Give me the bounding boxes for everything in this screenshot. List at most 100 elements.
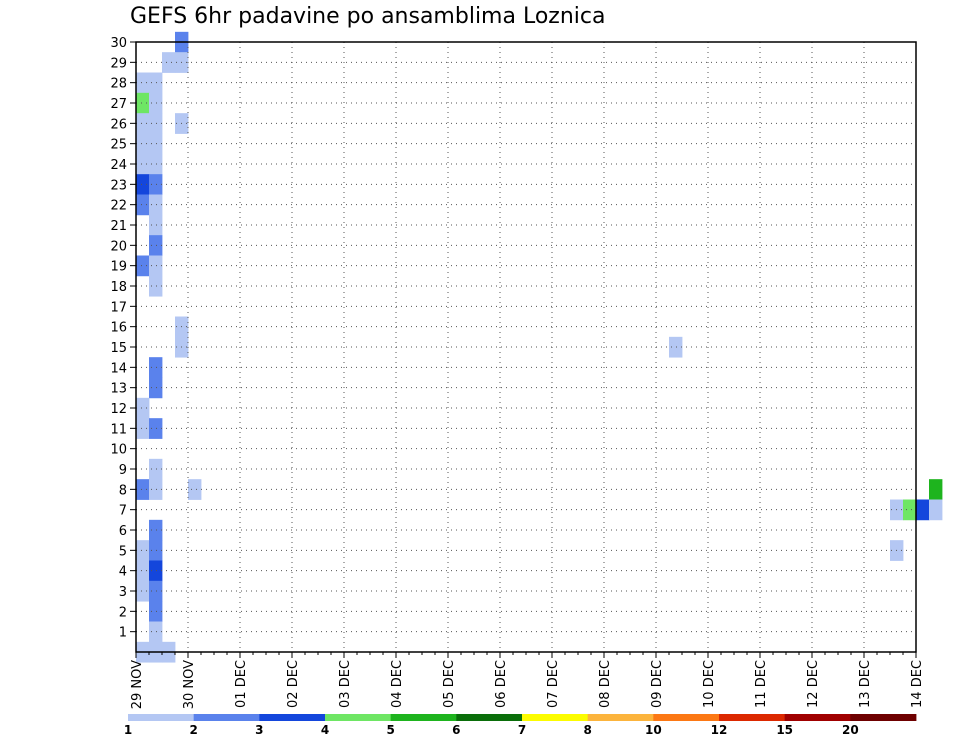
colorbar-swatch — [193, 714, 260, 721]
y-tick-label: 8 — [119, 483, 127, 498]
heatmap-cell — [136, 113, 150, 134]
y-tick-label: 10 — [110, 443, 127, 458]
heatmap-cell — [149, 601, 163, 622]
colorbar-label: 6 — [452, 723, 460, 737]
x-tick-label: 12 DEC — [806, 660, 821, 708]
x-tick-label: 06 DEC — [494, 660, 509, 708]
heatmap-cell — [149, 214, 163, 236]
colorbar-label: 10 — [645, 723, 662, 737]
x-tick-label: 14 DEC — [910, 660, 925, 708]
heatmap-cell — [149, 560, 163, 582]
heatmap-cell — [149, 357, 163, 378]
colorbar-label: 2 — [189, 723, 197, 737]
y-tick-label: 20 — [110, 239, 127, 254]
heatmap-cell — [149, 174, 163, 195]
colorbar-swatch — [128, 714, 195, 721]
heatmap-cell — [136, 174, 150, 195]
colorbar-swatch — [390, 714, 457, 721]
heatmap-cell — [149, 458, 163, 480]
y-tick-label: 11 — [110, 422, 127, 437]
heatmap-cell — [136, 133, 150, 155]
colorbar-label: 5 — [386, 723, 394, 737]
x-tick-label: 05 DEC — [442, 660, 457, 708]
y-tick-label: 21 — [110, 219, 127, 234]
x-tick-label: 04 DEC — [390, 660, 405, 708]
colorbar-legend: 1 2 3 4 5 6 7 8 10 12 15 20 — [124, 714, 917, 737]
colorbar-label: 4 — [321, 723, 329, 737]
y-tick-label: 1 — [119, 626, 127, 641]
heatmap-cell — [149, 540, 163, 561]
heatmap-cell — [929, 499, 943, 521]
heatmap-cell — [136, 255, 150, 277]
y-tick-label: 27 — [110, 97, 127, 112]
y-tick-label: 26 — [110, 117, 127, 132]
x-tick-label: 30 NOV — [182, 660, 197, 709]
y-tick-label: 7 — [119, 504, 127, 519]
heatmap-cell — [149, 113, 163, 134]
heatmap-cell — [669, 336, 683, 358]
colorbar-label: 3 — [255, 723, 263, 737]
y-tick-label: 9 — [119, 463, 127, 478]
colorbar-swatch — [259, 714, 326, 721]
x-tick-label: 03 DEC — [338, 660, 353, 708]
x-axis: 29 NOV 30 NOV 01 DEC 02 DEC 03 DEC 04 DEC 05 D… — [130, 652, 925, 709]
heatmap-cell — [929, 479, 943, 500]
heatmap-cell — [149, 235, 163, 256]
heatmap-cell — [136, 479, 150, 500]
colorbar-swatch — [850, 714, 917, 721]
colorbar-label: 1 — [124, 723, 132, 737]
y-tick-label: 29 — [110, 56, 127, 71]
x-tick-label: 02 DEC — [286, 660, 301, 708]
heatmap-cell — [136, 580, 150, 602]
y-tick-label: 4 — [119, 565, 127, 580]
y-tick-label: 15 — [110, 341, 127, 356]
y-tick-label: 12 — [110, 402, 127, 417]
y-tick-label: 28 — [110, 77, 127, 92]
heatmap-cell — [149, 194, 163, 216]
x-tick-label: 07 DEC — [546, 660, 561, 708]
heatmap-cell — [149, 580, 163, 602]
y-axis: 1234567891011121314151617181920212223242… — [110, 36, 136, 641]
colorbar-label: 20 — [842, 723, 859, 737]
x-tick-label: 10 DEC — [702, 660, 717, 708]
y-tick-label: 17 — [110, 300, 127, 315]
y-tick-label: 18 — [110, 280, 127, 295]
y-tick-label: 22 — [110, 199, 127, 214]
colorbar-swatch — [456, 714, 523, 721]
heatmap-cell — [136, 540, 150, 561]
x-tick-label: 08 DEC — [598, 660, 613, 708]
heatmap-cell — [136, 418, 150, 439]
x-tick-label: 29 NOV — [130, 660, 145, 709]
y-tick-label: 23 — [110, 178, 127, 193]
y-tick-label: 5 — [119, 544, 127, 559]
heatmap-cell — [188, 479, 202, 500]
heatmap-cell — [149, 72, 163, 94]
heatmap-cell — [136, 194, 150, 216]
heatmap-cell — [136, 560, 150, 582]
heatmap-cell — [149, 275, 163, 297]
colorbar-label: 12 — [711, 723, 728, 737]
x-tick-label: 09 DEC — [650, 660, 665, 708]
y-tick-label: 3 — [119, 585, 127, 600]
grid-lines — [136, 41, 916, 652]
y-tick-label: 30 — [110, 36, 127, 51]
y-tick-label: 6 — [119, 524, 127, 539]
heatmap-cell — [149, 519, 163, 541]
colorbar-swatch — [587, 714, 654, 721]
colorbar-swatch — [325, 714, 392, 721]
colorbar-swatch — [522, 714, 589, 721]
heatmap-cell — [149, 418, 163, 439]
heatmap-cell — [162, 52, 176, 73]
chart-title: GEFS 6hr padavine po ansamblima Loznica — [130, 4, 606, 29]
heatmap-cell — [149, 153, 163, 175]
x-tick-label: 13 DEC — [858, 660, 873, 708]
heatmap-cell — [136, 72, 150, 94]
heatmap-cell — [903, 499, 917, 521]
heatmap-cell — [136, 397, 150, 419]
colorbar-label: 15 — [776, 723, 793, 737]
heatmap-cell — [136, 92, 150, 114]
y-tick-label: 13 — [110, 382, 127, 397]
x-tick-label: 01 DEC — [234, 660, 249, 708]
heatmap-cell — [136, 153, 150, 175]
